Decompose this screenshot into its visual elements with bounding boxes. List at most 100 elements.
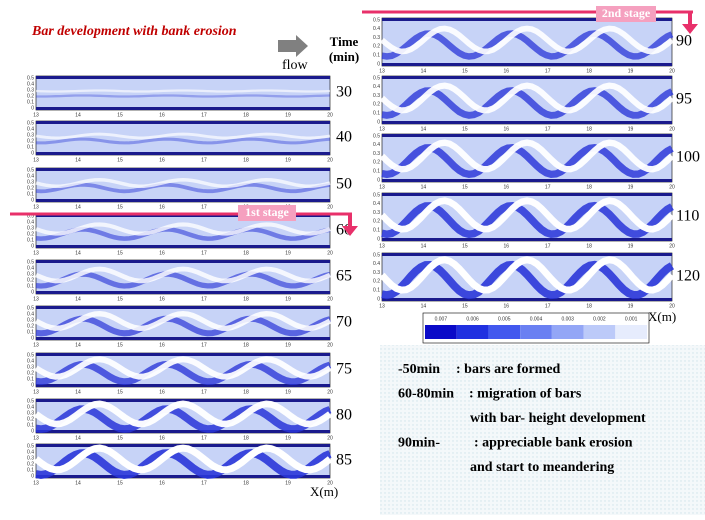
colorbar-label: 0.002 [593, 316, 606, 322]
bank [36, 337, 330, 340]
y-tick-label: 0.3 [373, 35, 380, 41]
y-tick-label: 0.4 [27, 81, 34, 87]
y-tick-label: 0.3 [27, 87, 34, 93]
x-tick-label: 17 [201, 157, 207, 163]
note-text: and start to meandering [470, 460, 614, 475]
x-tick-label: 17 [545, 184, 551, 190]
x-tick-label: 18 [586, 243, 592, 249]
x-tick-label: 13 [379, 184, 385, 190]
x-tick-label: 20 [327, 204, 333, 210]
y-tick-label: 0.5 [27, 352, 34, 358]
y-tick-label: 0.2 [27, 370, 34, 376]
colorbar-label: 0.001 [625, 316, 638, 322]
time-label: 85 [336, 452, 352, 469]
x-tick-label: 13 [33, 204, 39, 210]
y-tick-label: 0.3 [27, 410, 34, 416]
x-tick-label: 19 [628, 68, 634, 74]
x-tick-label: 17 [201, 480, 207, 486]
x-tick-label: 18 [586, 303, 592, 309]
colorbar-swatch [615, 325, 647, 339]
x-tick-label: 18 [243, 157, 249, 163]
x-tick-label: 16 [159, 250, 165, 256]
y-tick-label: 0.4 [27, 358, 34, 364]
y-tick-label: 0 [377, 296, 380, 302]
y-tick-label: 0.2 [27, 416, 34, 422]
figure: Bar development with bank erosion flow T… [0, 0, 705, 515]
y-tick-label: 0.5 [27, 120, 34, 126]
x-tick-label: 15 [462, 243, 468, 249]
colorbar-swatch [520, 325, 552, 339]
x-tick-label: 17 [545, 303, 551, 309]
bank [36, 107, 330, 110]
x-tick-label: 20 [327, 342, 333, 348]
y-tick-label: 0.2 [27, 185, 34, 191]
y-tick-label: 0.3 [373, 270, 380, 276]
x-tick-label: 20 [327, 250, 333, 256]
x-tick-label: 15 [462, 303, 468, 309]
y-tick-label: 0.3 [27, 364, 34, 370]
y-tick-label: 0.1 [373, 228, 380, 234]
x-tick-label: 14 [75, 342, 81, 348]
colorbar-swatch [488, 325, 520, 339]
y-tick-label: 0.2 [373, 160, 380, 166]
time-label: 50 [336, 176, 352, 193]
y-tick-label: 0.2 [27, 277, 34, 283]
y-tick-label: 0 [31, 289, 34, 295]
y-tick-label: 0.4 [27, 219, 34, 225]
y-tick-label: 0.2 [373, 44, 380, 50]
y-tick-label: 0.5 [27, 443, 34, 449]
bank [36, 306, 330, 309]
contour-panel: 00.10.20.30.40.51314151617181920100 [373, 133, 700, 190]
stage-label: 2nd stage [602, 6, 651, 20]
x-tick-label: 13 [33, 157, 39, 163]
x-tick-label: 18 [243, 250, 249, 256]
x-tick-label: 15 [117, 389, 123, 395]
y-tick-label: 0.4 [27, 173, 34, 179]
y-tick-label: 0.4 [373, 84, 380, 90]
y-tick-label: 0.3 [27, 179, 34, 185]
colorbar-swatch [584, 325, 616, 339]
bank [36, 152, 330, 155]
y-tick-label: 0.4 [373, 261, 380, 267]
bank [382, 121, 672, 124]
y-tick-label: 0.2 [27, 138, 34, 144]
bank [36, 291, 330, 294]
y-tick-label: 0 [31, 335, 34, 341]
y-tick-label: 0.5 [27, 75, 34, 81]
time-label: 65 [336, 268, 352, 285]
y-tick-label: 0.4 [373, 142, 380, 148]
x-axis-label: X(m) [310, 484, 338, 499]
time-label: 90 [676, 33, 692, 50]
x-tick-label: 18 [243, 342, 249, 348]
bank [36, 76, 330, 79]
x-tick-label: 13 [379, 126, 385, 132]
x-tick-label: 19 [285, 435, 291, 441]
note-text: : appreciable bank erosion [474, 436, 633, 451]
x-tick-label: 13 [379, 243, 385, 249]
x-tick-label: 19 [285, 480, 291, 486]
x-tick-label: 13 [33, 112, 39, 118]
y-tick-label: 0.5 [373, 17, 380, 23]
x-tick-label: 20 [327, 112, 333, 118]
bank [36, 260, 330, 263]
y-tick-label: 0.1 [27, 191, 34, 197]
contour-panel: 00.10.20.30.40.5131415161718192040 [27, 120, 352, 163]
y-tick-label: 0.3 [27, 225, 34, 231]
y-tick-label: 0.3 [27, 317, 34, 323]
x-tick-label: 17 [201, 389, 207, 395]
x-tick-label: 14 [75, 112, 81, 118]
x-tick-label: 18 [243, 435, 249, 441]
y-tick-label: 0.1 [373, 169, 380, 175]
y-tick-label: 0.5 [27, 259, 34, 265]
y-tick-label: 0.3 [373, 210, 380, 216]
y-tick-label: 0.1 [27, 283, 34, 289]
x-tick-label: 20 [669, 126, 675, 132]
x-tick-label: 18 [586, 126, 592, 132]
y-tick-label: 0.4 [373, 201, 380, 207]
stage-label: 1st stage [245, 205, 289, 219]
y-tick-label: 0.4 [27, 449, 34, 455]
x-tick-label: 14 [75, 250, 81, 256]
